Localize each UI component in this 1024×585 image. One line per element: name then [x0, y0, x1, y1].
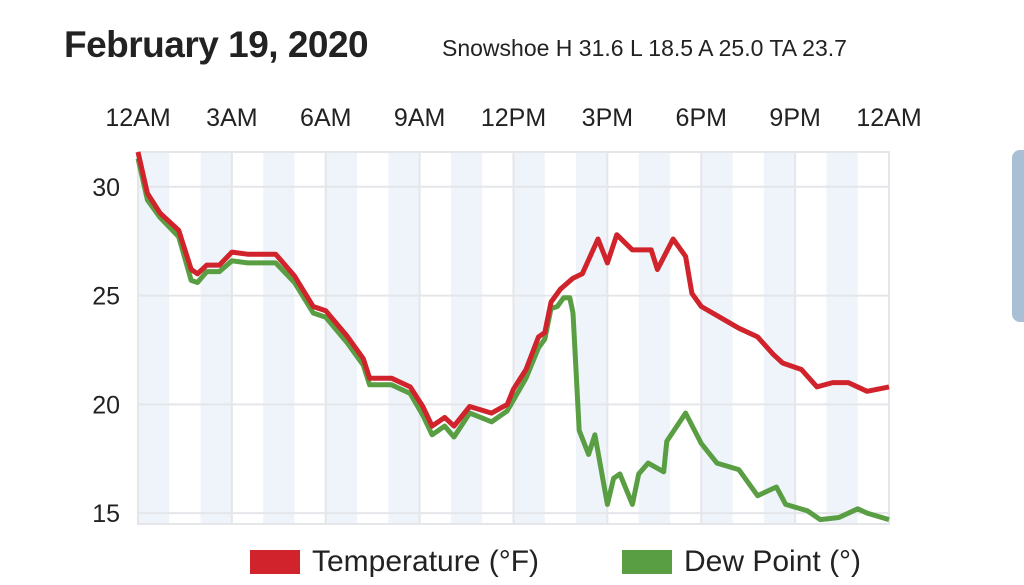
y-tick-label: 20	[92, 391, 120, 419]
legend-label-dew-point: Dew Point (°)	[684, 545, 862, 578]
legend-label-temperature: Temperature (°F)	[312, 545, 540, 578]
legend-item-temperature[interactable]: Temperature (°F)	[250, 545, 539, 579]
x-tick-label: 3AM	[206, 104, 257, 132]
side-panel-handle[interactable]	[1012, 150, 1024, 322]
temperature-line	[135, 151, 890, 429]
hour-band	[388, 152, 420, 524]
x-tick-label: 9AM	[394, 104, 445, 132]
temperature-swatch	[250, 550, 300, 574]
x-tick-label: 12AM	[105, 104, 170, 132]
y-tick-label: 15	[92, 500, 120, 528]
x-tick-label: 9PM	[769, 104, 820, 132]
hour-band	[200, 152, 232, 524]
x-tick-label: 6PM	[676, 104, 727, 132]
chart-title: February 19, 2020	[64, 24, 369, 65]
hour-band	[263, 152, 295, 524]
hour-band	[450, 152, 483, 524]
chart-subtitle: Snowshoe H 31.6 L 18.5 A 25.0 TA 23.7	[442, 35, 847, 61]
x-tick-label: 12AM	[856, 104, 921, 132]
y-tick-label: 30	[92, 174, 120, 202]
y-tick-label: 25	[92, 283, 120, 311]
x-tick-label: 6AM	[300, 104, 351, 132]
dew-point-swatch	[622, 550, 672, 574]
x-tick-label: 12PM	[481, 104, 546, 132]
x-tick-label: 3PM	[582, 104, 633, 132]
legend-item-dew-point[interactable]: Dew Point (°)	[622, 545, 861, 579]
dew-point-line	[135, 157, 890, 523]
hour-band	[763, 152, 796, 524]
hour-band	[826, 152, 858, 524]
